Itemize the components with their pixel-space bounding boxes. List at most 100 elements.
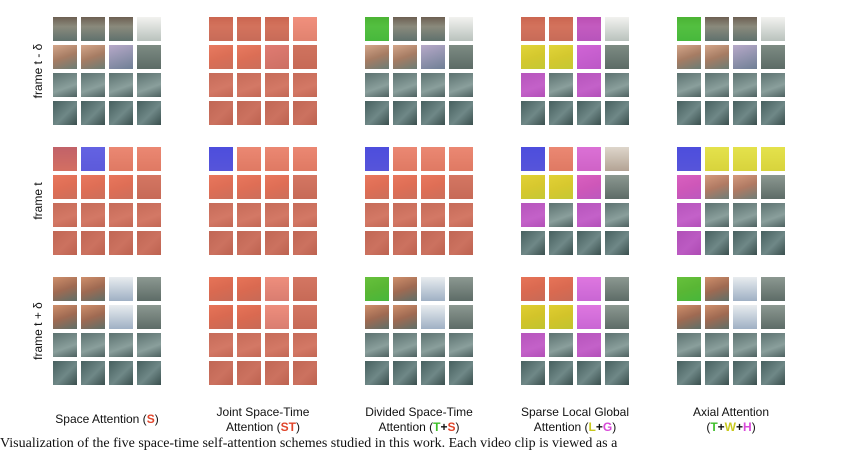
patch-grid bbox=[53, 277, 161, 385]
patch-cell bbox=[577, 305, 601, 329]
patch-grid bbox=[209, 17, 317, 125]
attention-highlight bbox=[265, 45, 289, 69]
patch-cell bbox=[549, 231, 573, 255]
patch-cell bbox=[365, 277, 389, 301]
attention-highlight bbox=[53, 175, 77, 199]
patch-cell bbox=[733, 203, 757, 227]
attention-highlight bbox=[265, 333, 289, 357]
patch-cell bbox=[705, 73, 729, 97]
patch-cell bbox=[733, 361, 757, 385]
patch-cell bbox=[705, 101, 729, 125]
patch-cell bbox=[109, 333, 133, 357]
attention-highlight bbox=[237, 147, 261, 171]
patch-cell bbox=[81, 147, 105, 171]
patch-cell bbox=[605, 231, 629, 255]
patch-cell bbox=[421, 203, 445, 227]
attention-highlight bbox=[137, 147, 161, 171]
patch-cell bbox=[761, 305, 785, 329]
attention-highlight bbox=[293, 45, 317, 69]
attention-highlight bbox=[449, 147, 473, 171]
attention-highlight bbox=[81, 175, 105, 199]
patch-cell bbox=[761, 45, 785, 69]
patch-cell bbox=[365, 147, 389, 171]
patch-grid bbox=[209, 277, 317, 385]
patch-cell bbox=[81, 45, 105, 69]
patch-cell bbox=[137, 175, 161, 199]
patch-cell bbox=[293, 277, 317, 301]
patch-cell bbox=[109, 147, 133, 171]
patch-cell bbox=[365, 305, 389, 329]
row-label-0: frame t - δ bbox=[31, 43, 45, 99]
patch-cell bbox=[577, 17, 601, 41]
patch-cell bbox=[549, 277, 573, 301]
attention-highlight bbox=[237, 305, 261, 329]
patch-cell bbox=[237, 277, 261, 301]
patch-cell bbox=[521, 73, 545, 97]
attention-highlight bbox=[209, 45, 233, 69]
patch-cell bbox=[449, 361, 473, 385]
attention-highlight bbox=[677, 203, 701, 227]
scheme-code: ST bbox=[280, 420, 297, 434]
patch-cell bbox=[393, 203, 417, 227]
patch-cell bbox=[761, 147, 785, 171]
patch-cell bbox=[53, 231, 77, 255]
patch-cell bbox=[237, 175, 261, 199]
attention-highlight bbox=[237, 333, 261, 357]
attention-highlight bbox=[265, 147, 289, 171]
patch-cell bbox=[137, 17, 161, 41]
patch-cell bbox=[733, 17, 757, 41]
attention-highlight bbox=[209, 361, 233, 385]
caption-line: Sparse Local Global bbox=[520, 405, 630, 419]
patch-cell bbox=[393, 45, 417, 69]
attention-highlight bbox=[81, 203, 105, 227]
patch-cell bbox=[733, 73, 757, 97]
caption-suffix: ) bbox=[296, 420, 301, 434]
patch-cell bbox=[137, 231, 161, 255]
patch-cell bbox=[549, 17, 573, 41]
patch-cell bbox=[265, 333, 289, 357]
patch-cell bbox=[521, 277, 545, 301]
attention-highlight bbox=[449, 175, 473, 199]
patch-cell bbox=[421, 101, 445, 125]
patch-cell bbox=[705, 45, 729, 69]
patch-cell bbox=[53, 147, 77, 171]
patch-cell bbox=[761, 333, 785, 357]
row-label-1: frame t bbox=[31, 182, 45, 220]
patch-cell bbox=[365, 361, 389, 385]
attention-highlight bbox=[265, 73, 289, 97]
attention-highlight bbox=[549, 175, 573, 199]
patch-cell bbox=[421, 175, 445, 199]
patch-cell bbox=[733, 101, 757, 125]
attention-highlight bbox=[549, 45, 573, 69]
patch-cell bbox=[705, 147, 729, 171]
patch-cell bbox=[761, 101, 785, 125]
patch-cell bbox=[53, 203, 77, 227]
patch-cell bbox=[449, 73, 473, 97]
attention-highlight bbox=[265, 277, 289, 301]
attention-highlight bbox=[237, 203, 261, 227]
attention-highlight bbox=[109, 147, 133, 171]
patch-cell bbox=[577, 361, 601, 385]
attention-highlight bbox=[577, 305, 601, 329]
attention-highlight bbox=[265, 231, 289, 255]
scheme-code: L bbox=[588, 420, 596, 434]
patch-cell bbox=[393, 361, 417, 385]
attention-highlight bbox=[237, 277, 261, 301]
attention-highlight bbox=[365, 277, 389, 301]
patch-cell bbox=[109, 175, 133, 199]
patch-cell bbox=[677, 231, 701, 255]
attention-highlight bbox=[293, 361, 317, 385]
patch-cell bbox=[137, 305, 161, 329]
column-caption: Axial Attention (T+W+H) bbox=[661, 405, 801, 435]
patch-cell bbox=[209, 101, 233, 125]
caption-line: (T+W+H) bbox=[661, 420, 801, 435]
patch-cell bbox=[293, 175, 317, 199]
patch-cell bbox=[521, 231, 545, 255]
patch-cell bbox=[393, 305, 417, 329]
patch-cell bbox=[209, 147, 233, 171]
patch-cell bbox=[365, 101, 389, 125]
patch-grid bbox=[209, 147, 317, 255]
patch-cell bbox=[549, 147, 573, 171]
scheme-code: + bbox=[717, 420, 725, 434]
attention-highlight bbox=[761, 147, 785, 171]
